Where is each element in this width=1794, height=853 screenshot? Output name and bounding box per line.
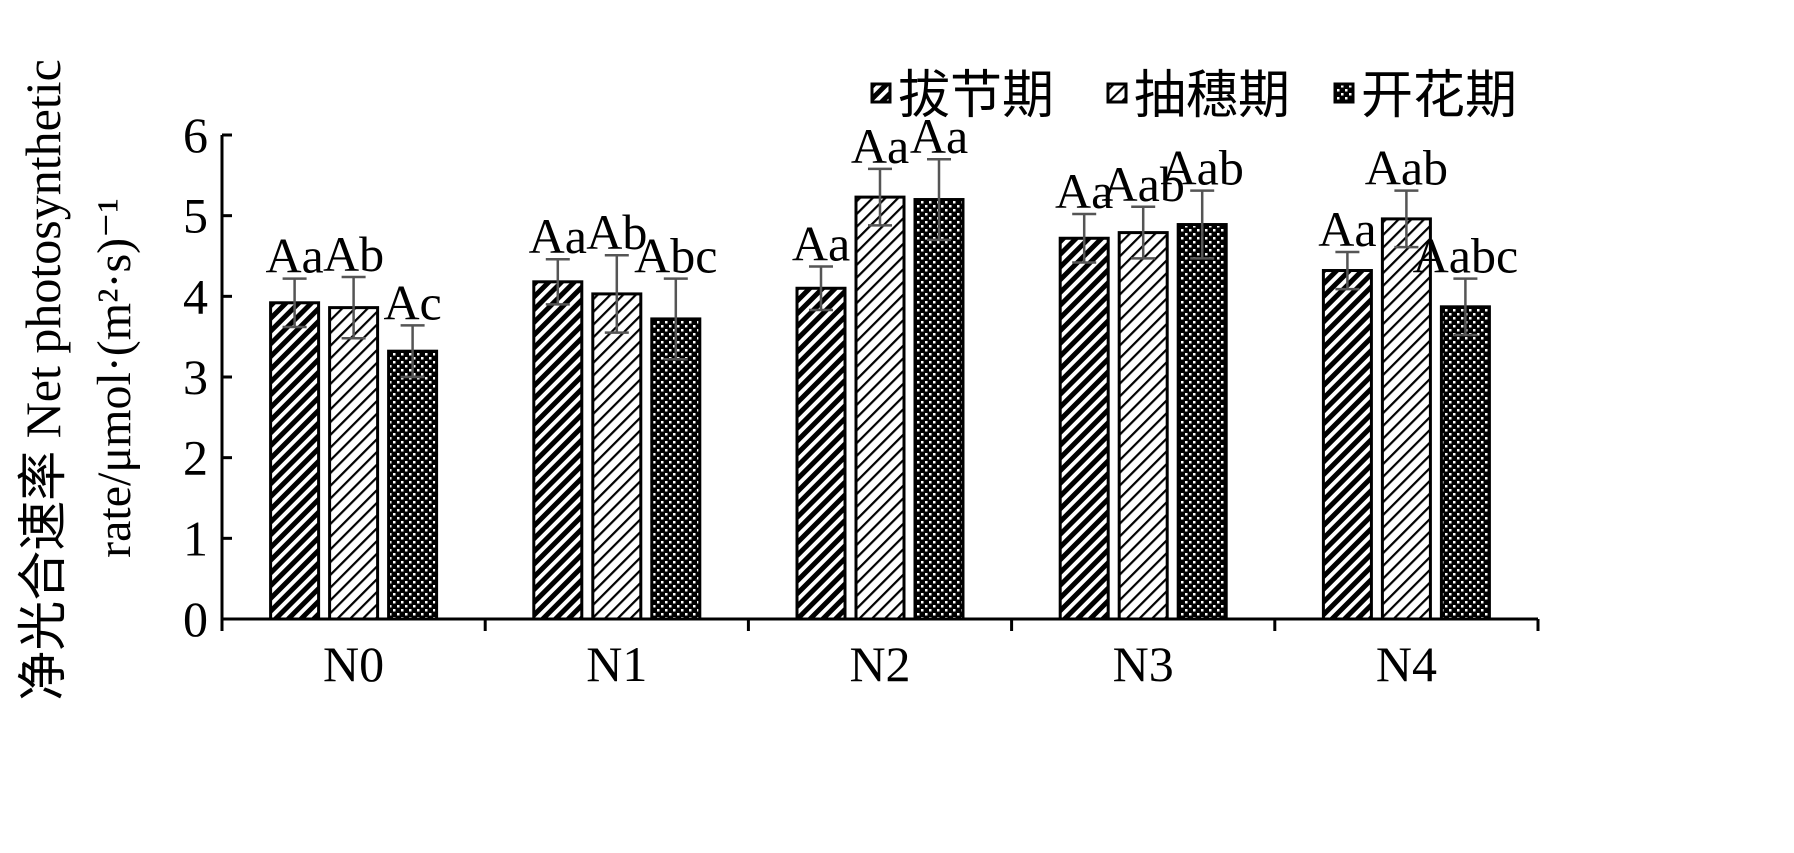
significance-label: Ac: [383, 274, 441, 330]
significance-label: Aa: [265, 228, 323, 284]
y-tick-label: 5: [183, 188, 208, 244]
bar: [1321, 269, 1373, 621]
significance-label: Ab: [586, 204, 647, 260]
x-category-label: N2: [849, 636, 910, 692]
x-category-label: N3: [1113, 636, 1174, 692]
bar: [591, 292, 643, 621]
significance-label: Aab: [1161, 140, 1244, 196]
significance-label: Aab: [1365, 140, 1448, 196]
bar: [1176, 223, 1228, 621]
bar: [532, 280, 584, 621]
x-category-label: N4: [1376, 636, 1437, 692]
x-category-label: N1: [586, 636, 647, 692]
y-axis-title-line1: 净光合速率 Net photosynthetic: [15, 59, 71, 701]
y-tick-label: 1: [183, 510, 208, 566]
legend: 拔节期 抽穗期 开花期: [870, 68, 1517, 125]
legend-swatch: [1106, 82, 1128, 104]
y-tick-label: 2: [183, 430, 208, 486]
bar: [328, 306, 380, 621]
significance-label: Aa: [851, 118, 909, 174]
bar: [1439, 305, 1491, 621]
legend-swatch: [870, 82, 892, 104]
bar: [854, 195, 906, 621]
y-axis-title-line2: rate/μmol·(m²·s)⁻¹: [88, 198, 141, 558]
y-tick-label: 3: [183, 349, 208, 405]
legend-label: 开花期: [1361, 68, 1517, 125]
bar: [387, 349, 439, 621]
significance-label: Aa: [792, 215, 850, 271]
bar: [650, 317, 702, 621]
bar: [1380, 217, 1432, 621]
bar: [913, 198, 965, 621]
x-category-label: N0: [323, 636, 384, 692]
legend-label: 抽穗期: [1134, 68, 1290, 125]
y-axis-title-2: rate/μmol·(m²·s)⁻¹: [88, 198, 141, 558]
significance-label: Aa: [529, 208, 587, 264]
bar: [1117, 231, 1169, 621]
significance-label: Aa: [1055, 163, 1113, 219]
y-axis-title: 净光合速率 Net photosynthetic: [15, 59, 71, 701]
y-tick-label: 0: [183, 591, 208, 647]
y-tick-label: 6: [183, 107, 208, 163]
significance-label: Ab: [323, 226, 384, 282]
significance-label: Abc: [634, 228, 717, 284]
significance-label: Aa: [1318, 201, 1376, 257]
bar: [1058, 236, 1110, 621]
bar: [269, 301, 321, 621]
significance-label: Aab: [1102, 156, 1185, 212]
bar: [795, 286, 847, 621]
legend-label: 拔节期: [898, 68, 1054, 125]
axes: 0 1 2 3 4 5 6 N0 N1 N2 N3 N4: [183, 107, 1540, 692]
y-tick-label: 4: [183, 268, 208, 324]
significance-label: Aa: [910, 108, 968, 164]
legend-swatch: [1333, 82, 1355, 104]
significance-label: Aabc: [1413, 228, 1519, 284]
